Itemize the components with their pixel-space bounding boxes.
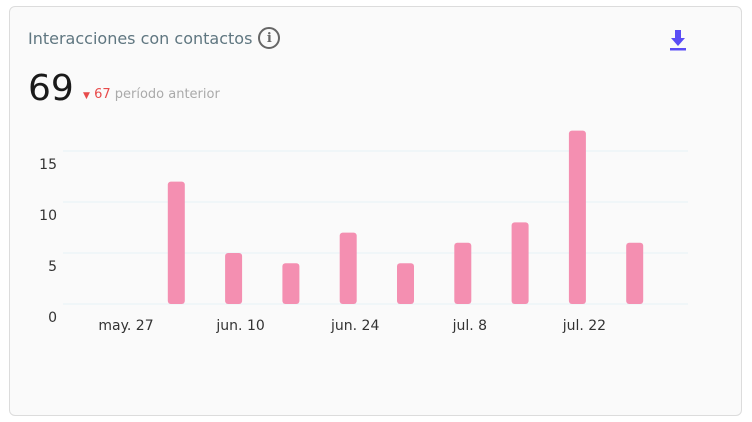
bar — [339, 232, 357, 304]
total-value: 69 — [28, 68, 74, 109]
y-tick-label: 0 — [48, 310, 57, 326]
bar — [568, 130, 586, 304]
bar — [282, 263, 300, 304]
x-tick-label: jun. 10 — [215, 318, 264, 334]
x-tick-label: jul. 22 — [562, 318, 606, 334]
y-tick-label: 5 — [48, 259, 57, 275]
x-tick-label: may. 27 — [98, 318, 153, 334]
bar — [454, 242, 472, 304]
y-tick-label: 10 — [39, 208, 57, 224]
bar — [626, 242, 644, 304]
card-title: Interacciones con contactos i — [28, 27, 281, 49]
download-icon[interactable] — [668, 28, 688, 52]
previous-value: 67 — [94, 87, 111, 102]
bar — [167, 181, 185, 304]
x-tick-label: jun. 24 — [330, 318, 379, 334]
info-circle-icon[interactable]: i — [258, 27, 281, 49]
caret-down-icon: ▼ — [83, 91, 90, 101]
title-text: Interacciones con contactos — [28, 28, 253, 48]
x-tick-label: jul. 8 — [452, 318, 487, 334]
bar — [225, 253, 243, 304]
bar — [511, 222, 529, 304]
previous-label: período anterior — [114, 87, 220, 102]
chart-card — [9, 6, 742, 416]
y-tick-label: 15 — [39, 157, 57, 173]
previous-period: ▼ 67 período anterior — [83, 87, 220, 102]
bar — [397, 263, 414, 304]
